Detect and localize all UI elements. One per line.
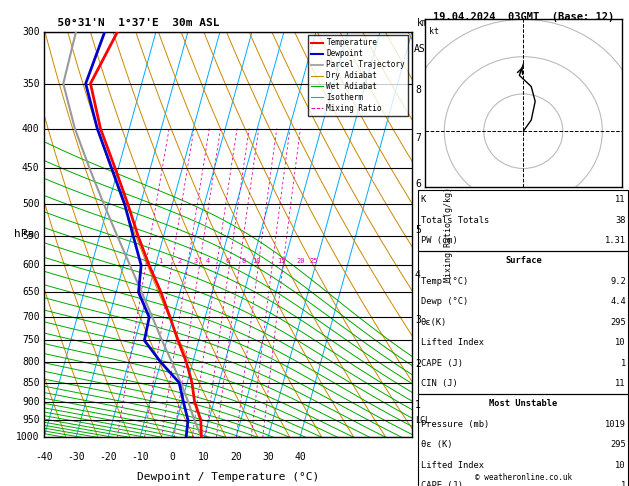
Text: 1: 1: [158, 258, 162, 264]
Text: 6: 6: [225, 258, 230, 264]
Text: kt: kt: [428, 27, 438, 36]
Text: 500: 500: [22, 199, 40, 209]
Text: 400: 400: [22, 123, 40, 134]
Text: 1.31: 1.31: [605, 236, 626, 245]
Text: 2: 2: [415, 359, 421, 369]
Text: 20: 20: [230, 451, 242, 462]
Text: 2: 2: [177, 258, 181, 264]
Text: 295: 295: [610, 318, 626, 327]
Text: Most Unstable: Most Unstable: [489, 399, 557, 408]
Text: 0: 0: [169, 451, 175, 462]
Text: 750: 750: [22, 335, 40, 346]
Text: θε(K): θε(K): [421, 318, 447, 327]
Text: Lifted Index: Lifted Index: [421, 338, 484, 347]
Text: 50°31'N  1°37'E  30m ASL: 50°31'N 1°37'E 30m ASL: [44, 18, 220, 28]
Text: 4: 4: [415, 270, 421, 279]
Text: 700: 700: [22, 312, 40, 322]
Text: 11: 11: [615, 379, 626, 388]
Text: 38: 38: [615, 216, 626, 225]
Text: Pressure (mb): Pressure (mb): [421, 420, 489, 429]
Text: 19.04.2024  03GMT  (Base: 12): 19.04.2024 03GMT (Base: 12): [433, 12, 614, 22]
Legend: Temperature, Dewpoint, Parcel Trajectory, Dry Adiabat, Wet Adiabat, Isotherm, Mi: Temperature, Dewpoint, Parcel Trajectory…: [308, 35, 408, 116]
Text: hPa: hPa: [14, 229, 34, 240]
Text: 40: 40: [294, 451, 306, 462]
Text: -20: -20: [99, 451, 117, 462]
Text: θε (K): θε (K): [421, 440, 452, 449]
Text: 950: 950: [22, 415, 40, 425]
Text: 800: 800: [22, 357, 40, 367]
Text: 25: 25: [309, 258, 318, 264]
Text: Dewpoint / Temperature (°C): Dewpoint / Temperature (°C): [137, 472, 319, 482]
Text: ASL: ASL: [415, 44, 432, 54]
Text: Mixing Ratio (g/kg): Mixing Ratio (g/kg): [444, 187, 454, 282]
Text: 450: 450: [22, 163, 40, 173]
Text: 8: 8: [241, 258, 245, 264]
Text: 650: 650: [22, 287, 40, 297]
Text: Temp (°C): Temp (°C): [421, 277, 468, 286]
Text: 900: 900: [22, 397, 40, 407]
Text: 1: 1: [621, 481, 626, 486]
Text: -10: -10: [131, 451, 149, 462]
Text: 600: 600: [22, 260, 40, 270]
Text: 295: 295: [610, 440, 626, 449]
Text: 10: 10: [615, 338, 626, 347]
Text: 9.2: 9.2: [610, 277, 626, 286]
Text: -30: -30: [67, 451, 85, 462]
Text: CAPE (J): CAPE (J): [421, 481, 463, 486]
Text: 8: 8: [415, 85, 421, 95]
Text: 4: 4: [206, 258, 210, 264]
Text: 3: 3: [193, 258, 198, 264]
Text: 10: 10: [615, 461, 626, 469]
Text: CIN (J): CIN (J): [421, 379, 457, 388]
Text: 4.4: 4.4: [610, 297, 626, 306]
Text: Totals Totals: Totals Totals: [421, 216, 489, 225]
Text: 300: 300: [22, 27, 40, 36]
Text: Surface: Surface: [505, 257, 542, 265]
Text: 10: 10: [252, 258, 260, 264]
Text: km: km: [417, 17, 429, 28]
Text: PW (cm): PW (cm): [421, 236, 457, 245]
Text: 6: 6: [415, 179, 421, 190]
Text: 1: 1: [621, 359, 626, 367]
Text: 10: 10: [198, 451, 210, 462]
Text: 3: 3: [415, 314, 421, 325]
Text: 1: 1: [415, 400, 421, 410]
Text: 15: 15: [277, 258, 286, 264]
Text: Lifted Index: Lifted Index: [421, 461, 484, 469]
Text: LCL: LCL: [415, 417, 430, 425]
Text: 550: 550: [22, 231, 40, 241]
Text: 11: 11: [615, 195, 626, 204]
Text: 1019: 1019: [605, 420, 626, 429]
Text: 7: 7: [415, 133, 421, 143]
Text: Dewp (°C): Dewp (°C): [421, 297, 468, 306]
Text: 5: 5: [415, 225, 421, 235]
Text: 850: 850: [22, 378, 40, 388]
Text: 350: 350: [22, 79, 40, 88]
Text: CAPE (J): CAPE (J): [421, 359, 463, 367]
Text: K: K: [421, 195, 426, 204]
Text: 30: 30: [262, 451, 274, 462]
Text: 1000: 1000: [16, 433, 40, 442]
Text: 20: 20: [296, 258, 305, 264]
Text: -40: -40: [35, 451, 53, 462]
Text: © weatheronline.co.uk: © weatheronline.co.uk: [475, 473, 572, 482]
